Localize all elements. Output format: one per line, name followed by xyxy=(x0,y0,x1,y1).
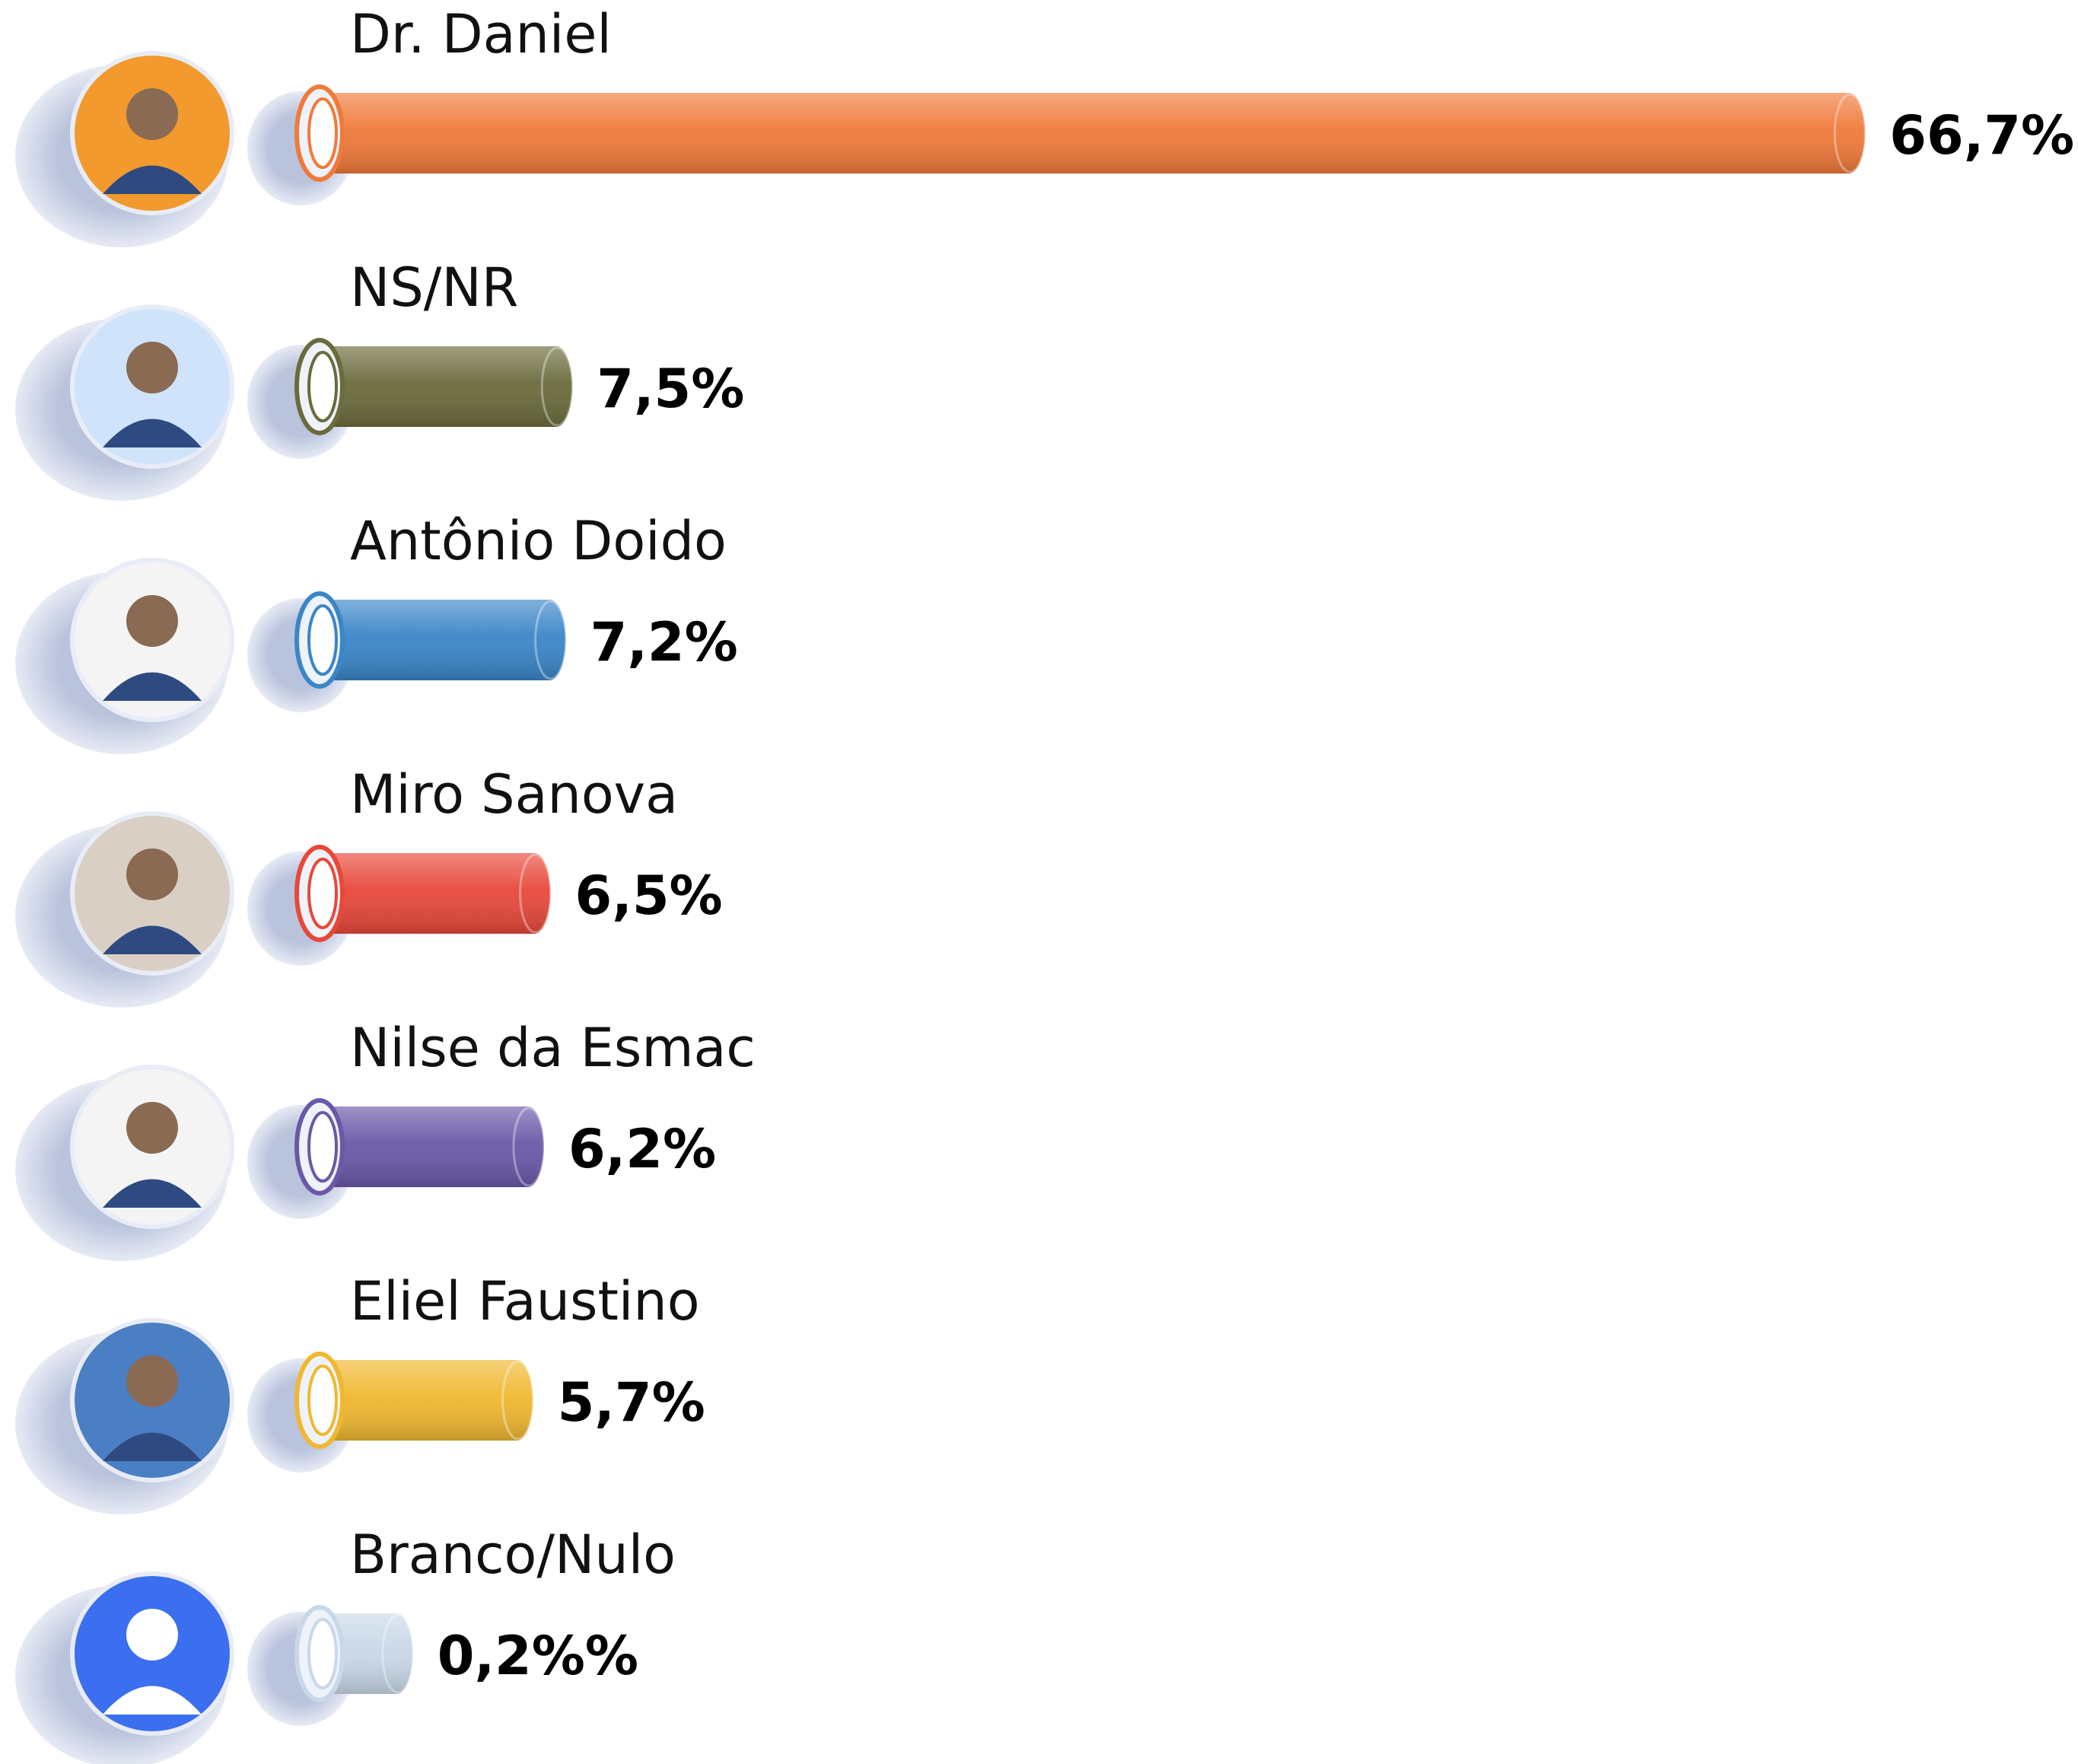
value-label: 7,2% xyxy=(590,611,738,673)
cap-inner xyxy=(307,97,338,169)
avatar-body xyxy=(103,1179,202,1208)
category-label: Antônio Doido xyxy=(350,510,727,572)
bar-shine xyxy=(320,1613,413,1694)
avatar-head xyxy=(126,1609,178,1661)
bar-shine xyxy=(320,1360,533,1441)
bar-shine xyxy=(320,853,551,934)
avatar-body xyxy=(103,925,202,954)
bar-end xyxy=(534,600,568,680)
bar-end xyxy=(540,346,574,427)
avatar-body xyxy=(103,1686,202,1715)
avatar-body xyxy=(103,672,202,701)
value-label: 6,2% xyxy=(568,1118,716,1180)
avatar-body xyxy=(103,419,202,447)
bar-shine xyxy=(320,600,566,680)
bar-shine xyxy=(320,93,1866,174)
avatar-head xyxy=(126,595,178,647)
avatar-head xyxy=(126,88,178,140)
category-label: Dr. Daniel xyxy=(350,3,612,65)
bar-end xyxy=(381,1613,415,1694)
cap-inner xyxy=(307,351,338,422)
bar-end xyxy=(519,853,552,934)
avatar-body xyxy=(103,165,202,194)
avatar-head xyxy=(126,1102,178,1154)
value-label: 6,5% xyxy=(575,864,723,927)
category-label: Nilse da Esmac xyxy=(350,1017,756,1079)
cap-inner xyxy=(307,1618,338,1689)
avatar-head xyxy=(126,1355,178,1407)
value-label: 0,2%% xyxy=(438,1625,638,1687)
bar-shine xyxy=(320,1106,544,1187)
category-label: NS/NR xyxy=(350,256,518,319)
cap-inner xyxy=(307,1364,338,1436)
category-label: Branco/Nulo xyxy=(350,1524,676,1586)
cap-inner xyxy=(307,604,338,676)
avatar-head xyxy=(126,849,178,900)
cap-inner xyxy=(307,1111,338,1183)
avatar-head xyxy=(126,342,178,393)
value-label: 66,7% xyxy=(1889,104,2074,167)
value-label: 7,5% xyxy=(597,358,744,420)
value-label: 5,7% xyxy=(558,1371,705,1434)
category-label: Eliel Faustino xyxy=(350,1270,700,1333)
bar-end xyxy=(512,1106,546,1187)
category-label: Miro Sanova xyxy=(350,763,678,826)
bar-end xyxy=(501,1360,535,1441)
avatar-body xyxy=(103,1432,202,1461)
cap-inner xyxy=(307,858,338,929)
bar-shine xyxy=(320,346,573,427)
bar-end xyxy=(1833,93,1866,174)
